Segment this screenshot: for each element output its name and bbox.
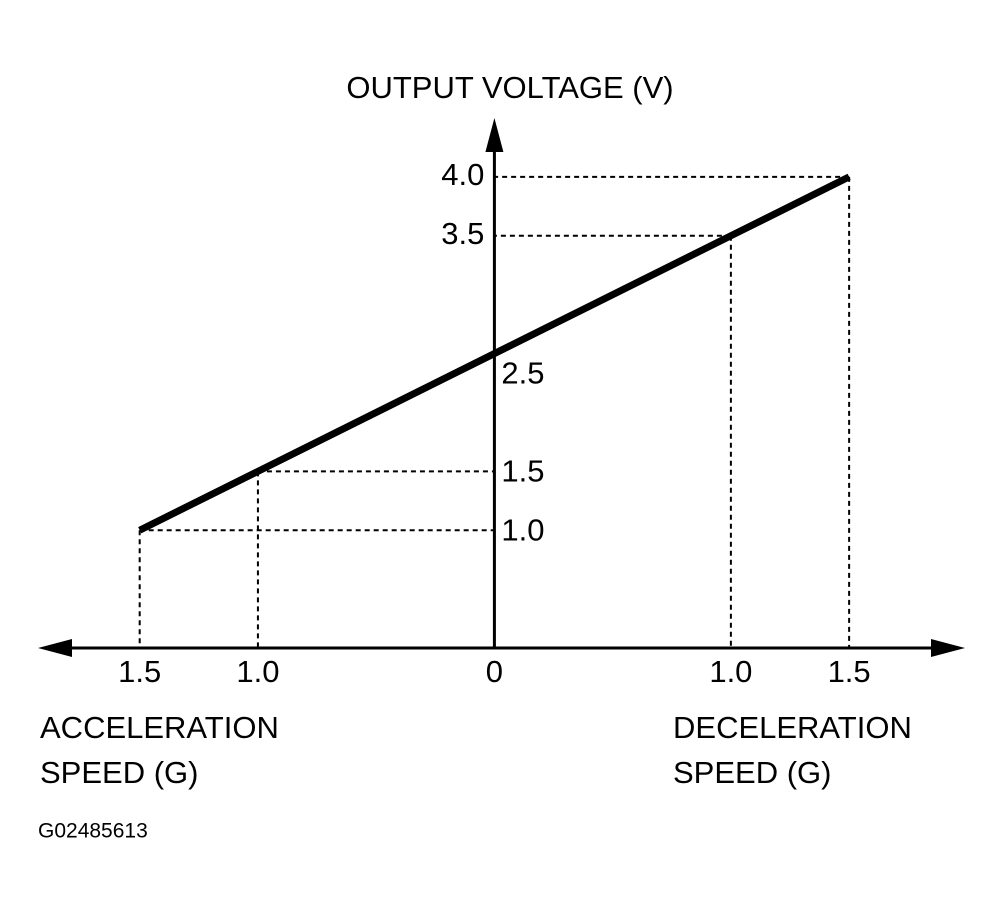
y-axis-arrow bbox=[485, 118, 504, 152]
data-line bbox=[138, 173, 851, 534]
x-axis-arrow bbox=[38, 639, 72, 657]
x-axis-arrow bbox=[931, 639, 965, 657]
y-tick-label: 3.5 bbox=[441, 216, 484, 251]
y-tick-label: 1.0 bbox=[501, 512, 544, 547]
x-axis-label-right: DECELERATION bbox=[673, 710, 912, 745]
figure-code: G02485613 bbox=[38, 820, 148, 843]
x-axis-label-left: ACCELERATION bbox=[40, 710, 279, 745]
x-tick-label: 1.5 bbox=[828, 654, 871, 689]
x-tick-label: 1.0 bbox=[236, 654, 279, 689]
x-tick-label: 1.0 bbox=[709, 654, 752, 689]
y-tick-label: 2.5 bbox=[501, 356, 544, 391]
y-axis-label: OUTPUT VOLTAGE (V) bbox=[346, 70, 673, 105]
x-tick-label: 1.5 bbox=[118, 654, 161, 689]
y-tick-label: 1.5 bbox=[501, 454, 544, 489]
x-tick-label: 0 bbox=[486, 654, 503, 689]
y-tick-label: 4.0 bbox=[441, 157, 484, 192]
x-axis-label-left: SPEED (G) bbox=[40, 755, 198, 790]
x-axis-label-right: SPEED (G) bbox=[673, 755, 831, 790]
